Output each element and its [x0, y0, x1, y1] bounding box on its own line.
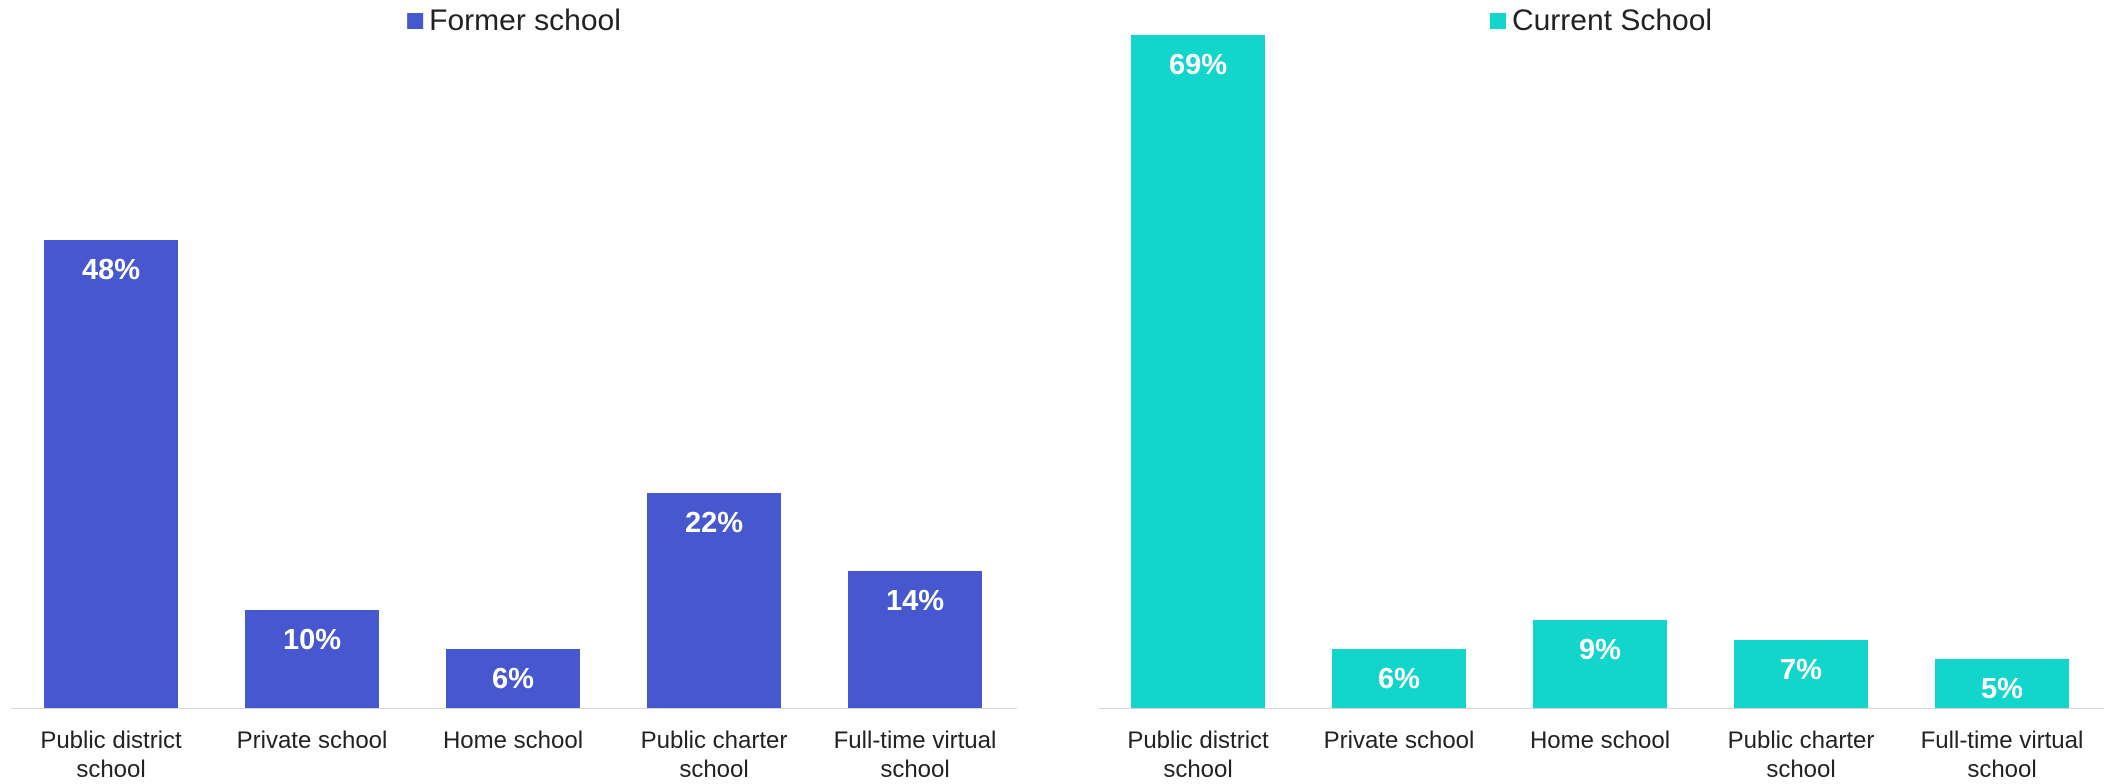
bar: [1332, 649, 1466, 708]
legend-item: Current School: [1489, 4, 1713, 38]
x-tick-label: Full-time virtual school: [1920, 727, 2084, 783]
x-tick-label: Public charter school: [640, 727, 788, 783]
legend-swatch: [407, 13, 424, 29]
value-label: 22%: [684, 507, 744, 540]
value-label: 48%: [81, 253, 141, 286]
value-label: 5%: [1981, 673, 2023, 706]
x-tick-label: Public charter school: [1727, 727, 1875, 783]
x-tick-label: Home school: [442, 727, 584, 754]
legend-swatch: [1489, 13, 1506, 29]
x-axis-line: [11, 708, 1017, 709]
value-label: 69%: [1168, 49, 1228, 81]
x-tick-label: Private school: [236, 727, 388, 754]
bar: [1734, 639, 1868, 708]
value-label: 9%: [1579, 634, 1621, 667]
legend-label: Former school: [429, 4, 621, 37]
x-tick-label: Full-time virtual school: [833, 727, 997, 783]
x-tick-label: Private school: [1323, 727, 1475, 754]
bar: [848, 571, 982, 708]
x-tick-label: Home school: [1529, 727, 1671, 754]
legend-label: Current School: [1511, 4, 1713, 37]
value-label: 10%: [282, 624, 342, 657]
legend-item: Former school: [407, 4, 621, 38]
value-label: 14%: [885, 585, 945, 618]
bar: [1131, 35, 1265, 708]
bar: [245, 610, 379, 708]
x-tick-label: Public district school: [1127, 727, 1269, 783]
bar: [647, 493, 781, 708]
bar: [44, 239, 178, 708]
bar: [446, 649, 580, 708]
x-axis-line: [1098, 708, 2104, 709]
value-label: 6%: [1378, 663, 1420, 696]
bar: [1533, 620, 1667, 708]
x-tick-label: Public district school: [40, 727, 182, 783]
value-label: 7%: [1780, 653, 1822, 686]
value-label: 6%: [492, 663, 534, 696]
bar: [1935, 659, 2069, 708]
